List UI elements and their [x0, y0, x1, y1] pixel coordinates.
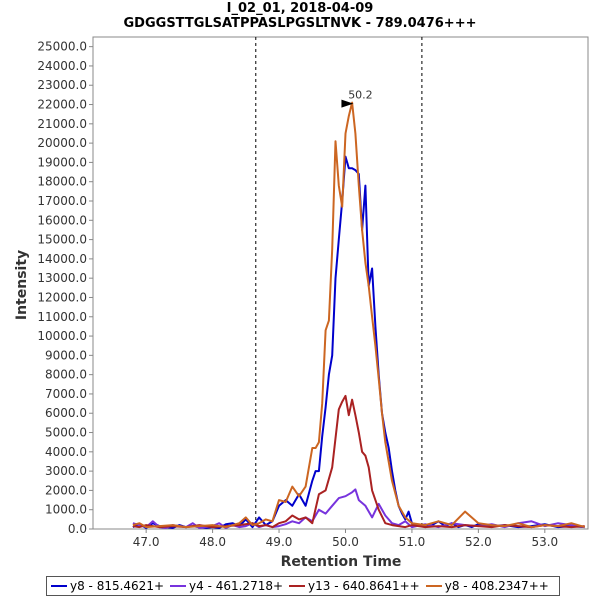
peak-boundaries: [255, 37, 423, 529]
y-tick-label: 18000.0: [37, 175, 87, 189]
y-tick-label: 3000.0: [45, 464, 87, 478]
y-tick-label: 8000.0: [45, 368, 87, 382]
x-axis: 47.0 48.0 49.0 50.0 51.0 52.0 53.0: [133, 529, 558, 549]
y-tick-label: 25000.0: [37, 40, 87, 54]
y-tick-label: 2000.0: [45, 483, 87, 497]
x-axis-label: Retention Time: [281, 554, 402, 570]
y-tick-label: 10000.0: [37, 329, 87, 343]
y-tick-label: 12000.0: [37, 290, 87, 304]
y-tick-label: 1000.0: [45, 503, 87, 517]
legend-label: y8 - 815.4621+: [70, 579, 165, 593]
x-tick-label: 48.0: [199, 535, 226, 549]
plot-area: [92, 36, 589, 530]
peak-marker-icon: [341, 99, 354, 108]
series-lines: [132, 101, 585, 529]
y-tick-label: 11000.0: [37, 310, 87, 324]
y-tick-label: 16000.0: [37, 213, 87, 227]
legend-swatch: [289, 585, 306, 587]
y-tick-label: 4000.0: [45, 445, 87, 459]
legend-label: y13 - 640.8641++: [308, 579, 420, 593]
x-tick-label: 53.0: [531, 535, 558, 549]
legend-label: y4 - 461.2718+: [189, 579, 284, 593]
y-tick-label: 21000.0: [37, 117, 87, 131]
y-axis: 0.0 1000.0 2000.0 3000.0 4000.0 5000.0 6000.0 7…: [37, 40, 93, 536]
y-tick-label: 0.0: [68, 522, 87, 536]
legend-label: y8 - 408.2347++: [444, 579, 549, 593]
chart-subtitle: GDGGSTTGLSATPPASLPGSLTNVK - 789.0476+++: [124, 16, 477, 31]
y-tick-label: 15000.0: [37, 233, 87, 247]
x-tick-label: 47.0: [133, 535, 160, 549]
legend-item: y4 - 461.2718+: [170, 579, 283, 593]
y-tick-label: 14000.0: [37, 252, 87, 266]
y-tick-label: 20000.0: [37, 136, 87, 150]
x-tick-label: 50.0: [332, 535, 359, 549]
y-axis-label: Intensity: [14, 250, 30, 320]
y-tick-label: 19000.0: [37, 155, 87, 169]
x-tick-label: 49.0: [266, 535, 293, 549]
y-tick-label: 24000.0: [37, 59, 87, 73]
y-tick-label: 23000.0: [37, 78, 87, 92]
legend-swatch: [425, 585, 442, 587]
y-tick-label: 5000.0: [45, 426, 87, 440]
y-tick-label: 9000.0: [45, 348, 87, 362]
y-tick-label: 7000.0: [45, 387, 87, 401]
y-tick-label: 17000.0: [37, 194, 87, 208]
chart-legend: y8 - 815.4621+ y4 - 461.2718+ y13 - 640.…: [46, 576, 560, 596]
chart-title: I_02_01, 2018-04-09: [227, 1, 374, 16]
legend-swatch: [170, 585, 187, 587]
y-tick-label: 13000.0: [37, 271, 87, 285]
legend-item: y8 - 815.4621+: [51, 579, 164, 593]
y-tick-label: 6000.0: [45, 406, 87, 420]
peak-annotation: 50.2: [341, 89, 373, 108]
legend-swatch: [51, 585, 67, 587]
legend-item: y13 - 640.8641++: [289, 579, 420, 593]
series-line: [132, 101, 585, 529]
x-tick-label: 52.0: [465, 535, 492, 549]
x-tick-label: 51.0: [399, 535, 426, 549]
y-tick-label: 22000.0: [37, 98, 87, 112]
legend-item: y8 - 408.2347++: [425, 579, 549, 593]
peak-label: 50.2: [348, 89, 373, 102]
